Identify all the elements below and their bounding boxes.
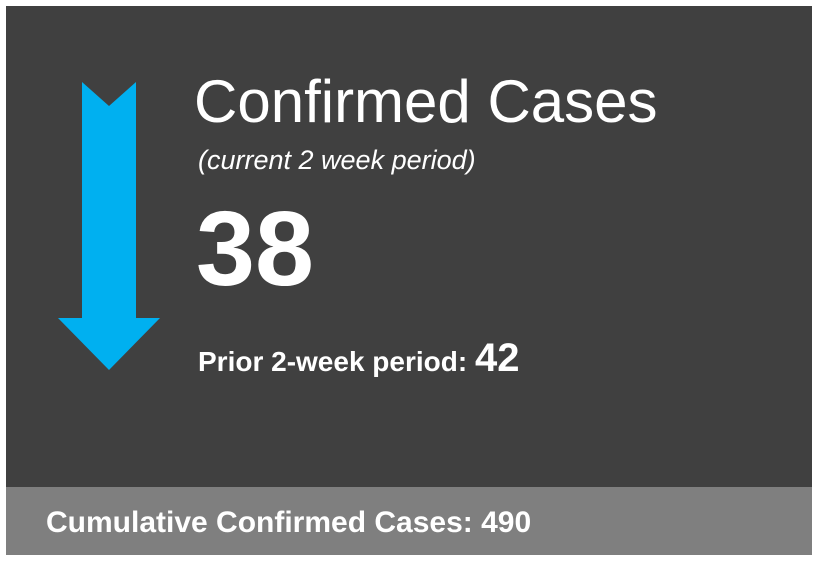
prior-line: Prior 2-week period: 42 — [198, 338, 519, 378]
current-value: 38 — [196, 190, 314, 308]
footer-band — [6, 487, 812, 555]
cumulative-label: Cumulative Confirmed Cases: — [46, 506, 473, 539]
prior-value: 42 — [474, 336, 520, 380]
arrow-shape — [58, 82, 160, 370]
prior-label: Prior 2-week period: — [198, 346, 468, 377]
cumulative-line: Cumulative Confirmed Cases: 490 — [46, 508, 531, 538]
card-panel — [6, 6, 812, 487]
title: Confirmed Cases — [194, 68, 658, 135]
subtitle: (current 2 week period) — [198, 145, 476, 175]
cumulative-value: 490 — [481, 506, 532, 539]
